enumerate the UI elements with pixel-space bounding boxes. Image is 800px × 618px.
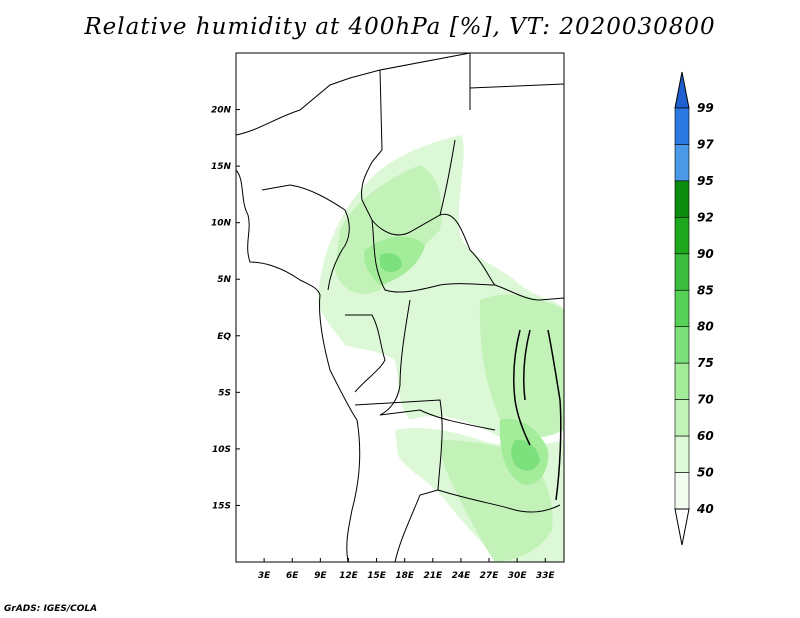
- colorbar-label: 80: [697, 320, 714, 334]
- y-tick-label: 15N: [211, 162, 232, 172]
- angola-border: [354, 399, 443, 562]
- colorbar-segment: [674, 472, 690, 510]
- humidity-area-core-strong-2: [380, 253, 402, 272]
- map-frame: [235, 52, 565, 563]
- colorbar-label: 85: [697, 283, 714, 297]
- y-tick-label: 10S: [212, 445, 231, 455]
- x-tick-label: 6E: [286, 571, 299, 581]
- x-tick-label: 27E: [480, 571, 500, 581]
- east-africa-lakes: [513, 329, 562, 501]
- x-tick-label: 3E: [258, 571, 271, 581]
- x-tick-label: 18E: [395, 571, 415, 581]
- colorbar-label: 75: [697, 356, 714, 370]
- zambia-border: [437, 489, 561, 513]
- x-tick-label: 24E: [452, 571, 472, 581]
- humidity-shading: [318, 135, 564, 562]
- x-tick-label: 33E: [536, 571, 556, 581]
- x-axis: 3E 6E 9E 12E 15E 18E 21E 24E 27E 30E 33E: [258, 558, 556, 581]
- west-coast: [236, 169, 361, 562]
- colorbar-segment: [674, 362, 690, 400]
- colorbar-segment: [674, 217, 690, 255]
- colorbar-segment: [674, 253, 690, 291]
- y-tick-label: EQ: [217, 332, 231, 342]
- y-tick-label: 15S: [212, 501, 231, 511]
- colorbar-label: 97: [697, 137, 714, 151]
- map-title: Relative humidity at 400hPa [%], VT: 202…: [84, 14, 716, 40]
- car-border: [371, 219, 564, 301]
- colorbar-label: 99: [697, 101, 714, 115]
- x-tick-label: 12E: [339, 571, 359, 581]
- grads-credit: GrADS: IGES/COLA: [4, 604, 98, 614]
- colorbar-bottom-arrow: [674, 508, 690, 546]
- chad-border: [361, 139, 496, 286]
- y-tick-label: 10N: [211, 219, 232, 229]
- colorbar-segment: [674, 435, 690, 473]
- colorbar-label: 70: [697, 393, 714, 407]
- colorbar-segment: [674, 144, 690, 182]
- sahara-borders: [236, 53, 564, 163]
- congo-basin-borders: [345, 299, 496, 431]
- colorbar-label: 50: [697, 466, 714, 480]
- colorbar-segment: [674, 289, 690, 328]
- y-tick-label: 5S: [218, 388, 231, 398]
- humidity-area-east: [479, 294, 564, 438]
- colorbar-label: 60: [697, 429, 714, 443]
- colorbar-segment: [674, 107, 690, 145]
- colorbar-segment: [674, 180, 690, 218]
- x-tick-label: 9E: [314, 571, 327, 581]
- x-tick-label: 21E: [423, 571, 443, 581]
- y-axis: 20N 15N 10N 5N EQ 5S 10S 15S: [211, 106, 240, 511]
- colorbar-label: 40: [696, 502, 714, 516]
- y-tick-label: 5N: [217, 275, 231, 285]
- colorbar-label: 95: [697, 174, 714, 188]
- colorbar-top-arrow: [674, 71, 690, 109]
- x-tick-label: 15E: [367, 571, 387, 581]
- nigeria-border: [261, 184, 350, 291]
- y-tick-label: 20N: [211, 106, 232, 116]
- colorbar-segment: [674, 326, 690, 364]
- colorbar: 99 97 95 92 90 85 80 75 70 60 50 40: [674, 71, 714, 546]
- humidity-area-central: [335, 165, 442, 294]
- colorbar-label: 90: [697, 247, 714, 261]
- humidity-area-core-strong: [511, 439, 540, 471]
- colorbar-segment: [674, 399, 690, 437]
- colorbar-label: 92: [697, 210, 714, 224]
- coastlines-borders: [236, 53, 564, 562]
- x-tick-label: 30E: [508, 571, 528, 581]
